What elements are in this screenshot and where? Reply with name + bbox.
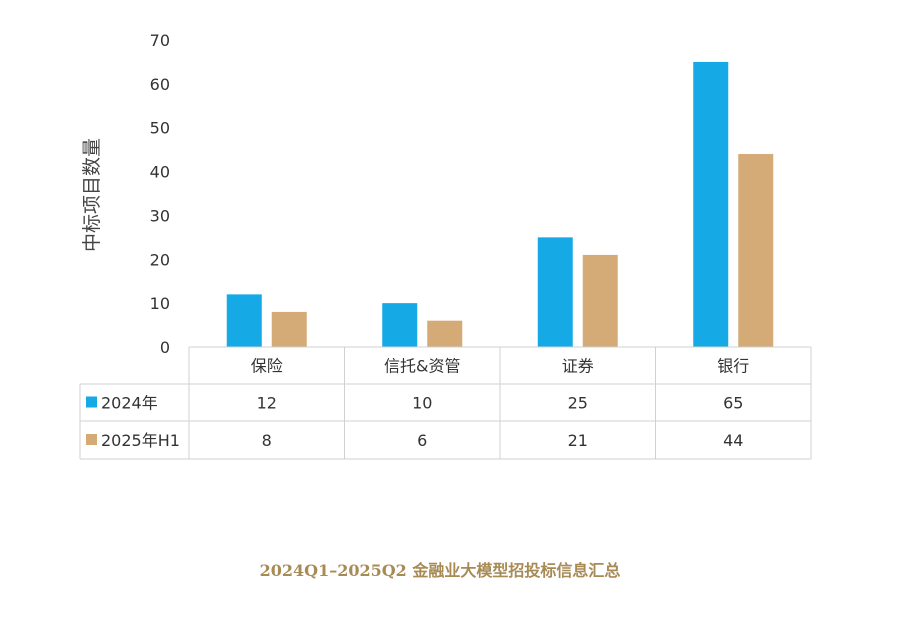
table-value: 12 xyxy=(257,394,277,413)
table-value: 10 xyxy=(412,394,432,413)
table-value: 25 xyxy=(568,394,588,413)
bar xyxy=(537,237,573,347)
y-tick-label: 0 xyxy=(160,338,170,357)
y-tick-label: 60 xyxy=(150,75,170,94)
y-axis-label: 中标项目数量 xyxy=(81,138,103,252)
legend-label: 2025年H1 xyxy=(101,431,180,450)
category-label: 信托&资管 xyxy=(384,357,460,376)
category-label: 银行 xyxy=(717,357,749,376)
bar xyxy=(382,303,418,347)
table-value: 21 xyxy=(568,431,588,450)
legend-swatch xyxy=(86,396,97,408)
bar xyxy=(693,61,729,348)
table-value: 8 xyxy=(262,431,272,450)
y-tick-label: 30 xyxy=(150,206,170,225)
bar xyxy=(582,254,618,347)
legend-label: 2024年 xyxy=(101,394,158,413)
y-tick-label: 50 xyxy=(150,119,170,138)
table-value: 44 xyxy=(723,431,743,450)
category-label: 保险 xyxy=(251,357,283,376)
y-tick-label: 20 xyxy=(150,250,170,269)
y-tick-label: 40 xyxy=(150,163,170,182)
y-tick-label: 10 xyxy=(150,294,170,313)
chart-caption: 2024Q1–2025Q2 金融业大模型招投标信息汇总 xyxy=(259,561,621,580)
bar xyxy=(226,294,262,347)
bar xyxy=(738,154,774,347)
bar xyxy=(271,311,307,347)
bar-chart: 中标项目数量 0 10 20 30 40 50 60 70 保险 信托&资管 证券 银行 2024年 1… xyxy=(79,31,812,460)
category-label: 证券 xyxy=(562,357,594,376)
table-value: 6 xyxy=(417,431,427,450)
y-tick-label: 70 xyxy=(150,31,170,50)
table-value: 65 xyxy=(723,394,743,413)
bar xyxy=(427,320,463,347)
legend-swatch xyxy=(86,434,97,445)
